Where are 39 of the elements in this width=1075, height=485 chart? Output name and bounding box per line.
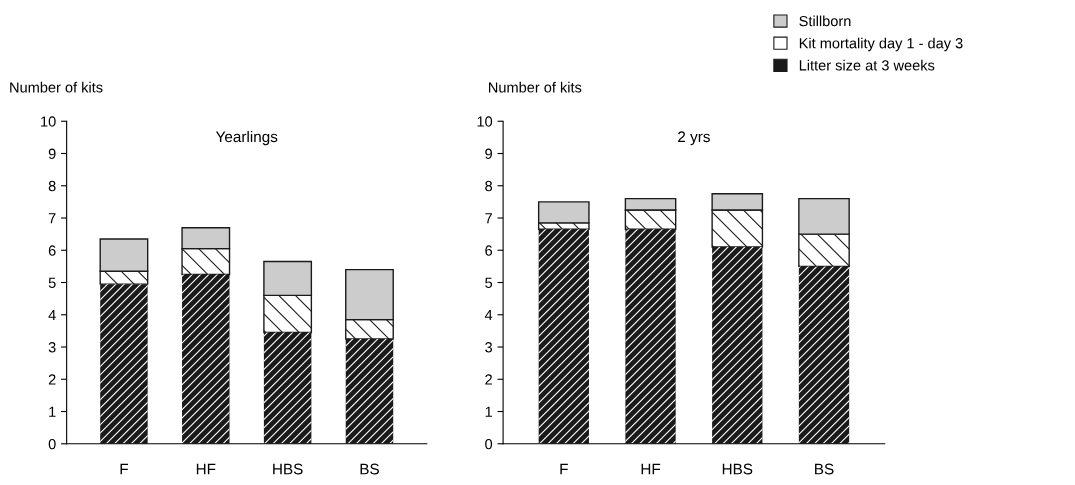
x-tick-label: HF <box>196 463 216 475</box>
x-tick-label: BS <box>815 463 834 475</box>
y-tick-label: 4 <box>48 310 56 321</box>
y-tick-label: 1 <box>49 406 56 417</box>
x-tick-label: HF <box>641 463 661 475</box>
x-tick-label: F <box>560 463 568 475</box>
y-tick-label: 2 <box>485 374 492 385</box>
x-tick-label: HBS <box>273 463 303 475</box>
y-tick-label: 10 <box>477 116 493 127</box>
x-tick-label: F <box>120 463 128 475</box>
y-tick-label: 6 <box>48 245 56 256</box>
legend-label: Stillborn <box>799 15 851 27</box>
text: 2 yrs <box>678 131 710 146</box>
y-tick-label: 0 <box>485 438 493 450</box>
y-tick-label: 7 <box>485 213 492 224</box>
bar <box>99 238 149 272</box>
text: Yearlings <box>215 130 278 146</box>
y-tick-label: 7 <box>48 213 56 224</box>
y-tick-label: 8 <box>48 180 56 192</box>
y-tick-label: 1 <box>485 406 492 417</box>
y-tick-label: 10 <box>41 116 56 127</box>
y-tick-label: 9 <box>48 148 56 159</box>
y-tick-label: 0 <box>48 438 56 450</box>
y-tick-label: 9 <box>485 148 492 159</box>
legend-label: Litter size at 3 weeks <box>799 59 935 71</box>
y-tick-label: 5 <box>48 277 56 288</box>
y-axis-title: Number of kits <box>10 81 103 93</box>
x-tick-label: HBS <box>722 463 753 475</box>
y-tick-label: 3 <box>485 342 493 353</box>
y-tick-label: 6 <box>485 245 493 256</box>
x-tick-label: BS <box>360 463 379 475</box>
y-tick-label: 8 <box>485 180 493 192</box>
y-tick-label: 4 <box>484 310 493 321</box>
y-tick-label: 5 <box>485 277 493 288</box>
y-axis-title: Number of kits <box>489 81 582 93</box>
bar <box>624 197 677 211</box>
y-tick-label: 3 <box>48 342 56 353</box>
y-tick-label: 2 <box>48 374 56 385</box>
legend-label: Kit mortality day 1 - day 3 <box>799 37 963 52</box>
